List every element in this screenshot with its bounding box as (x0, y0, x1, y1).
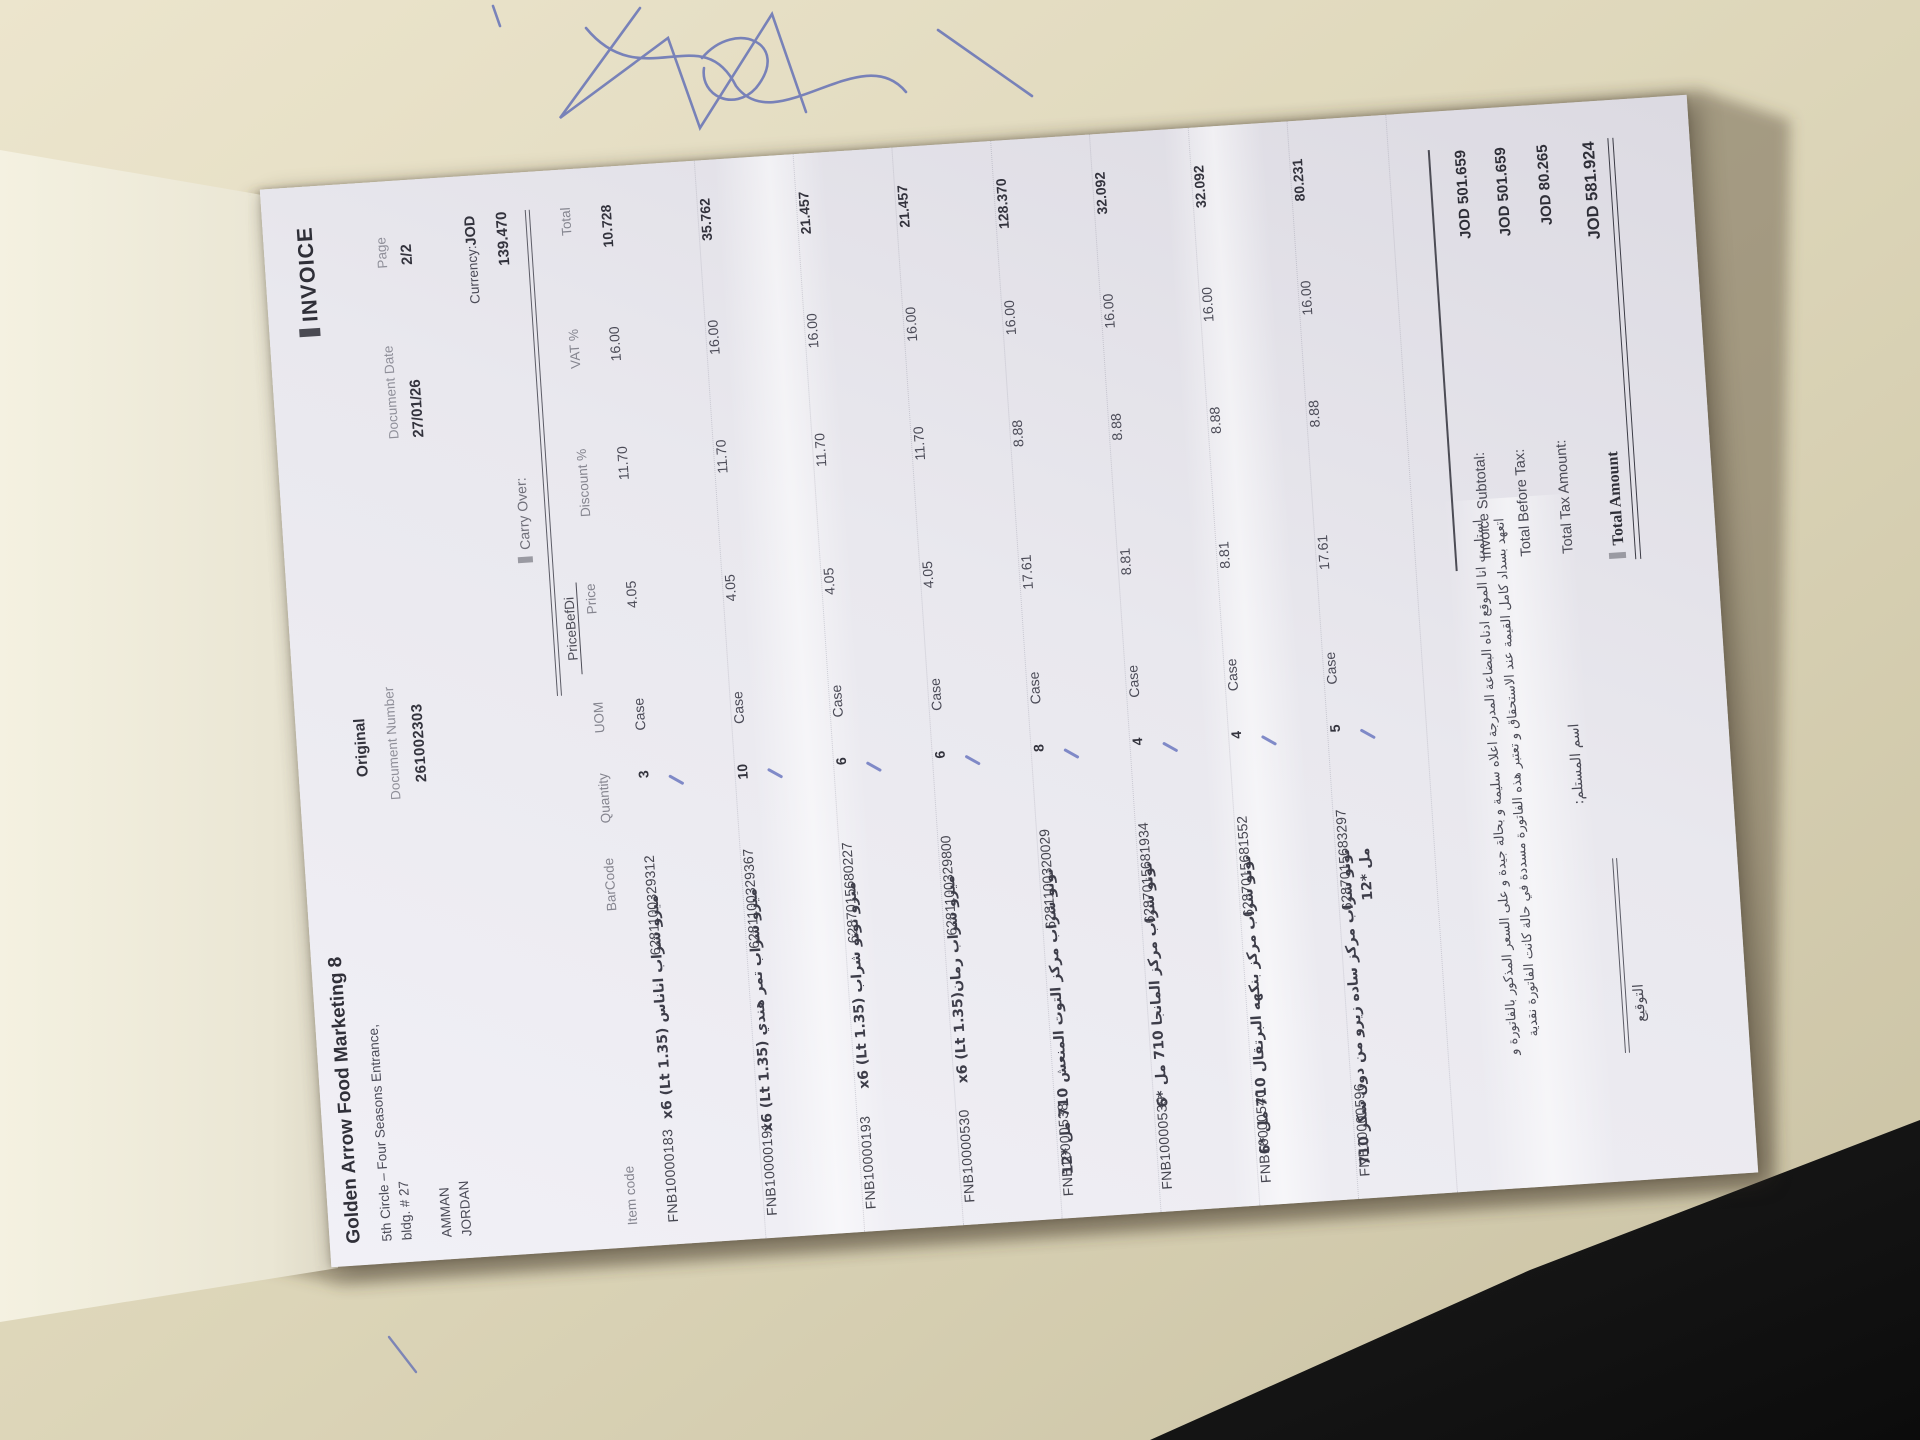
pen-tick-mark (1063, 748, 1080, 759)
quantity: 3 (635, 769, 652, 779)
pen-tick-mark (1260, 734, 1278, 746)
pen-scribble (491, 4, 1034, 131)
vat-percent: 16.00 (605, 325, 624, 362)
discount-percent: 11.70 (613, 445, 632, 481)
uom: Case (1025, 671, 1044, 705)
uom: Case (926, 677, 945, 712)
uom: Case (1321, 651, 1340, 686)
pen-mark-corner (387, 1335, 418, 1374)
pen-tick-mark (766, 767, 784, 779)
total-amount-bar-icon (1608, 551, 1627, 559)
uom: Case (729, 690, 748, 725)
pen-tick-mark (668, 774, 685, 786)
signature-label: التوقيع (1630, 983, 1649, 1023)
pen-tick-mark (1359, 728, 1376, 740)
pen-tick-mark (865, 761, 883, 773)
uom: Case (827, 684, 847, 718)
uom: Case (1223, 658, 1242, 692)
line-total: 10.728 (597, 204, 617, 248)
invoice-page: Golden Arrow Food Marketing 8 5th Circle… (259, 94, 1759, 1268)
pen-tick-mark (1162, 741, 1179, 753)
folded-page (0, 150, 338, 1322)
price: 4.05 (622, 580, 641, 609)
item-description-arabic: ميزو شراب اناناس (1.35 Lt) x6 (645, 894, 677, 1120)
uom: Case (1124, 664, 1143, 699)
dark-fabric (1150, 1120, 1920, 1440)
uom: Case (630, 697, 649, 732)
pen-tick-mark (964, 754, 981, 766)
